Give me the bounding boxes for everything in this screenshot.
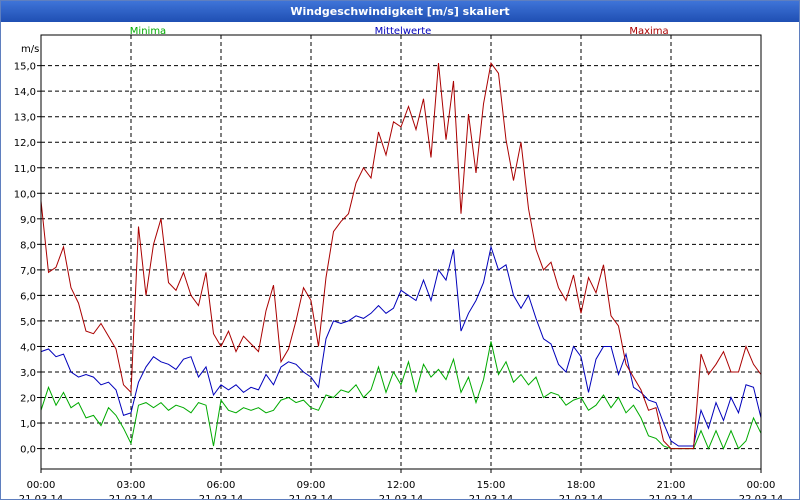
y-tick-label: 13,0: [14, 113, 36, 124]
legend-mittelwerte: Mittelwerte: [375, 26, 432, 37]
chart-area: 0,0 1,0 2,0 3,0 4,0 5,0 6,0 7,0 8,0 9,0 10,0 11,0 12…: [1, 23, 799, 499]
x-tick-date: 21.03.14: [649, 494, 694, 499]
legend-maxima: Maxima: [629, 26, 668, 37]
legend-minima: Minima: [130, 26, 166, 37]
x-tick-date: 21.03.14: [469, 494, 514, 499]
x-tick-time: 09:00: [297, 480, 326, 491]
x-tick-date: 21.03.14: [379, 494, 424, 499]
y-tick-label: 2,0: [20, 394, 36, 405]
y-tick-label: 10,0: [14, 189, 36, 200]
x-tick-time: 06:00: [207, 480, 236, 491]
y-tick-label: 8,0: [20, 240, 36, 251]
x-tick-date: 21.03.14: [109, 494, 154, 499]
y-tick-label: 3,0: [20, 368, 36, 379]
y-tick-label: 6,0: [20, 291, 36, 302]
series-line-minima: [40, 341, 762, 450]
y-tick-label: 4,0: [20, 342, 36, 353]
y-tick-label: 15,0: [14, 62, 36, 73]
y-tick-label: 11,0: [14, 164, 36, 175]
x-tick-date: 21.03.14: [559, 494, 604, 499]
y-tick-label: 0,0: [20, 445, 36, 456]
y-tick-label: 12,0: [14, 138, 36, 149]
series-line-maxima: [40, 61, 762, 450]
window-title: Windgeschwindigkeit [m/s] skaliert: [1, 1, 799, 22]
y-tick-label: 9,0: [20, 215, 36, 226]
x-tick-time: 15:00: [477, 480, 506, 491]
y-tick-label: 5,0: [20, 317, 36, 328]
x-tick-time: 00:00: [27, 480, 56, 491]
y-tick-label: 1,0: [20, 419, 36, 430]
x-tick-date: 21.03.14: [19, 494, 64, 499]
x-tick-time: 00:00: [747, 480, 776, 491]
x-tick-time: 12:00: [387, 480, 416, 491]
x-tick-time: 21:00: [657, 480, 686, 491]
y-axis-label: m/s: [21, 44, 39, 55]
x-tick-date: 21.03.14: [289, 494, 334, 499]
y-tick-label: 7,0: [20, 266, 36, 277]
plot-frame: [40, 34, 762, 470]
x-tick-time: 18:00: [567, 480, 596, 491]
x-tick-time: 03:00: [117, 480, 146, 491]
x-tick-date: 21.03.14: [199, 494, 244, 499]
y-tick-label: 14,0: [14, 87, 36, 98]
x-tick-date: 22.03.14: [739, 494, 784, 499]
series-line-mittelwerte: [40, 244, 762, 447]
